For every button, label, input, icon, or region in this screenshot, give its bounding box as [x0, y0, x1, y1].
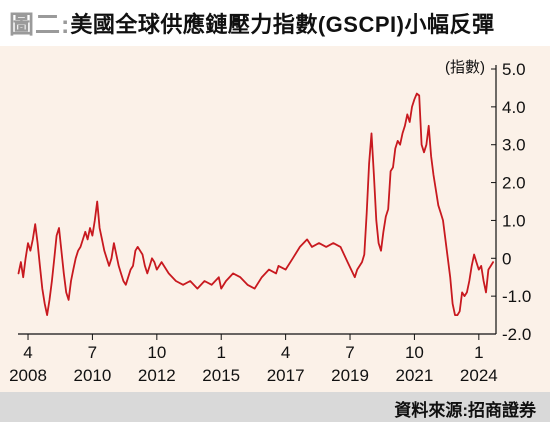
x-tick-year-label: 2012	[138, 366, 176, 385]
source-bar: 資料來源:招商證券	[0, 392, 550, 422]
x-tick-year-label: 2024	[460, 366, 498, 385]
chart-svg: 5.0 4.0 3.0 2.0 1.0 0 -1.0 -2.0 4 2008 7 2010 10 2012…	[9, 59, 531, 385]
x-tick-year-label: 2015	[202, 366, 240, 385]
x-tick-month-label: 10	[405, 343, 424, 362]
y-axis-label: (指數)	[445, 59, 485, 76]
x-tick-year-label: 2010	[74, 366, 112, 385]
y-tick-label: -2.0	[502, 325, 531, 344]
x-tick-month-label: 7	[88, 343, 97, 362]
x-tick-month-label: 1	[216, 343, 225, 362]
y-tick-label: 0	[502, 249, 511, 268]
x-tick-year-label: 2019	[331, 366, 369, 385]
chart-panel: 5.0 4.0 3.0 2.0 1.0 0 -1.0 -2.0 4 2008 7 2010 10 2012…	[0, 46, 550, 392]
x-tick-month-label: 4	[281, 343, 290, 362]
x-tick-month-label: 1	[474, 343, 483, 362]
x-tick-year-label: 2021	[396, 366, 434, 385]
x-tick-month-label: 4	[23, 343, 32, 362]
axes-layer: 5.0 4.0 3.0 2.0 1.0 0 -1.0 -2.0 4 2008 7 2010 10 2012…	[9, 60, 531, 385]
y-tick-label: -1.0	[502, 287, 531, 306]
y-tick-label: 1.0	[502, 211, 526, 230]
y-tick-label: 4.0	[502, 98, 526, 117]
y-tick-label: 2.0	[502, 174, 526, 193]
gscpi-series-line	[17, 92, 495, 317]
title-bar: 圖二: 美國全球供應鏈壓力指數(GSCPI)小幅反彈	[0, 0, 550, 46]
x-tick-year-label: 2008	[9, 366, 47, 385]
source-note: 資料來源:招商證券	[394, 401, 536, 420]
series-layer	[17, 92, 495, 317]
figure-label: 圖二:	[9, 11, 71, 39]
chart-title: 美國全球供應鏈壓力指數(GSCPI)小幅反彈	[70, 12, 495, 37]
x-tick-year-label: 2017	[267, 366, 305, 385]
x-tick-month-label: 10	[147, 343, 166, 362]
y-tick-label: 3.0	[502, 136, 526, 155]
x-tick-month-label: 7	[345, 343, 354, 362]
y-tick-label: 5.0	[502, 60, 526, 79]
